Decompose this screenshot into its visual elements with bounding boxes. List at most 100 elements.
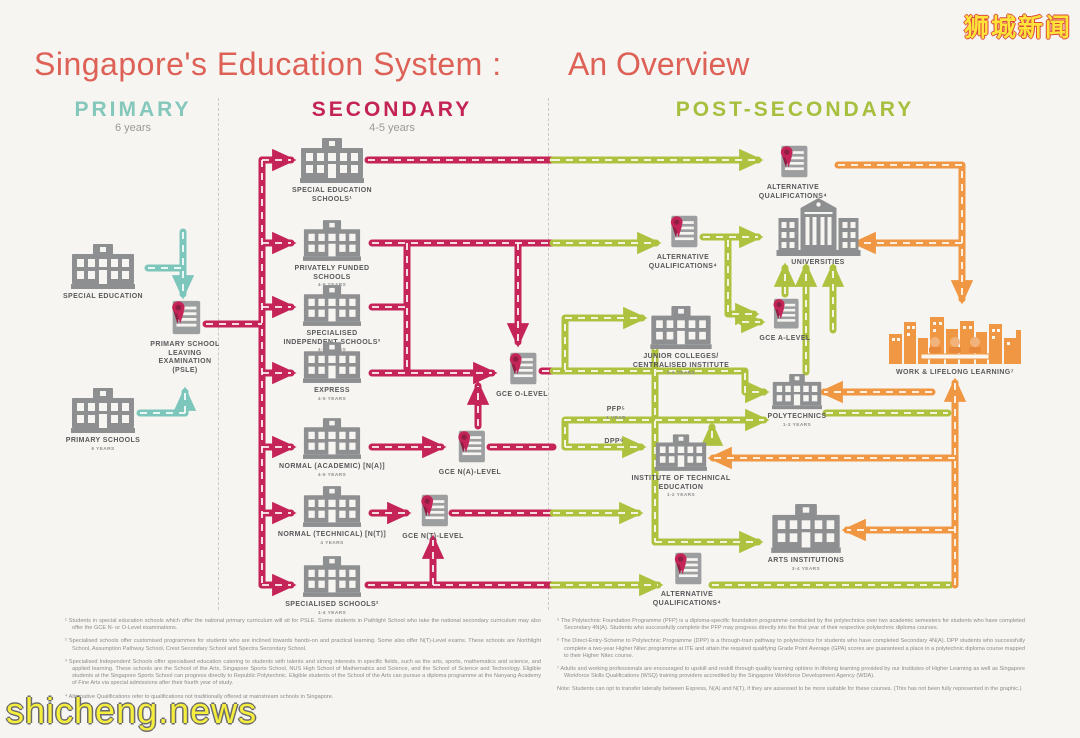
node-gce-nt-level: GCE N(T)-LEVEL xyxy=(391,492,476,542)
school-icon xyxy=(655,434,707,472)
footnote-7: ⁷ Adults and working professionals are e… xyxy=(557,666,1025,680)
node-years: 4-5 YEARS xyxy=(317,472,347,478)
footnote-5: ⁵ The Polytechnic Foundation Programme (… xyxy=(557,618,1025,632)
school-icon xyxy=(303,220,361,262)
column-years-primary: 6 years xyxy=(114,122,152,134)
certificate-icon xyxy=(166,298,204,338)
column-header-primary: PRIMARY xyxy=(74,98,192,121)
school-icon xyxy=(303,486,361,528)
node-psle: PRIMARY SCHOOL LEAVING EXAMINATION (PSLE… xyxy=(145,298,225,375)
page-subtitle: An Overview xyxy=(568,46,750,82)
node-specialised-schools: SPECIALISED SCHOOLS² 1-4 YEARS xyxy=(282,556,382,616)
school-icon xyxy=(303,556,361,598)
node-alternative-qualifications-mid: ALTERNATIVE QUALIFICATIONS⁴ xyxy=(633,213,733,271)
school-icon xyxy=(303,285,361,327)
node-label: NORMAL (TECHNICAL) [N(T)] xyxy=(277,531,387,538)
node-label: PFP⁵ xyxy=(606,406,626,413)
footnote-2: ² Specialised schools offer customised p… xyxy=(65,638,541,652)
node-pfp: PFP⁵ 1 YEAR xyxy=(591,406,641,421)
school-icon xyxy=(71,244,135,290)
node-years: 4 YEARS xyxy=(320,540,344,546)
certificate-icon xyxy=(775,143,811,181)
node-gce-na-level: GCE N(A)-LEVEL xyxy=(428,428,513,478)
divider-primary-secondary xyxy=(218,98,219,610)
certificate-icon xyxy=(665,213,701,251)
node-label: POLYTECHNICS xyxy=(767,413,827,420)
node-normal-technical: NORMAL (TECHNICAL) [N(T)] 4 YEARS xyxy=(277,486,387,546)
node-junior-colleges: JUNIOR COLLEGES/ CENTRALISED INSTITUTE 2… xyxy=(625,306,737,376)
footnote-1: ¹ Students in special education schools … xyxy=(65,618,541,632)
node-label: UNIVERSITIES xyxy=(791,259,845,266)
node-label: INSTITUTE OF TECHNICAL EDUCATION xyxy=(631,475,731,491)
node-special-education-schools: SPECIAL EDUCATION SCHOOLS¹ xyxy=(277,138,387,204)
certificate-icon xyxy=(415,492,451,530)
node-normal-academic: NORMAL (ACADEMIC) [N(A)] 4-5 YEARS xyxy=(277,418,387,478)
page-title: Singapore's Education System : xyxy=(34,46,502,82)
node-label: DPP⁶ xyxy=(604,438,624,445)
footnotes-right: ⁵ The Polytechnic Foundation Programme (… xyxy=(557,618,1025,700)
watermark: shicheng.news xyxy=(6,690,258,731)
divider-secondary-post xyxy=(548,98,549,610)
node-years: 1-2 YEARS xyxy=(666,493,696,498)
footnote-3: ³ Specialised Independent Schools offer … xyxy=(65,658,541,687)
column-header-secondary: SECONDARY xyxy=(311,98,473,121)
node-universities: UNIVERSITIES xyxy=(771,198,866,268)
certificate-icon xyxy=(669,550,705,588)
node-polytechnics: POLYTECHNICS 1-3 YEARS xyxy=(747,374,847,428)
school-icon xyxy=(772,374,822,410)
node-alternative-qualifications-top: ALTERNATIVE QUALIFICATIONS⁴ xyxy=(743,143,843,201)
node-label: GCE A-LEVEL xyxy=(759,335,811,342)
node-years: 1-4 YEARS xyxy=(317,610,347,616)
node-years: 6 YEARS xyxy=(91,446,115,452)
column-years-secondary: 4-5 years xyxy=(369,122,415,134)
node-label: JUNIOR COLLEGES/ CENTRALISED INSTITUTE xyxy=(632,353,730,369)
node-label: ARTS INSTITUTIONS xyxy=(767,557,845,564)
node-label: WORK & LIFELONG LEARNING⁷ xyxy=(896,369,1014,376)
node-label: SPECIAL EDUCATION SCHOOLS¹ xyxy=(291,187,373,203)
certificate-icon xyxy=(768,296,802,332)
school-icon xyxy=(71,388,135,434)
certificate-icon xyxy=(452,428,488,466)
node-label: ALTERNATIVE QUALIFICATIONS⁴ xyxy=(652,591,722,607)
node-label: ALTERNATIVE QUALIFICATIONS⁴ xyxy=(758,184,828,200)
work-lifelong-icon xyxy=(889,314,1021,366)
node-privately-funded-schools: PRIVATELY FUNDED SCHOOLS 4-6 YEARS xyxy=(282,220,382,288)
node-gce-o-level: GCE O-LEVEL xyxy=(482,350,562,400)
node-primary-schools: PRIMARY SCHOOLS 6 YEARS xyxy=(57,388,149,452)
column-header-post-secondary: POST-SECONDARY xyxy=(675,98,915,121)
node-label: EXPRESS xyxy=(314,387,350,394)
node-label: ALTERNATIVE QUALIFICATIONS⁴ xyxy=(648,254,718,270)
node-label: SPECIALISED INDEPENDENT SCHOOLS³ xyxy=(283,330,381,346)
school-icon xyxy=(303,418,361,460)
footnotes-left: ¹ Students in special education schools … xyxy=(65,618,541,707)
school-icon xyxy=(303,342,361,384)
site-logo: 狮城新闻 xyxy=(963,14,1072,42)
node-label: GCE N(T)-LEVEL xyxy=(402,533,464,540)
node-label: NORMAL (ACADEMIC) [N(A)] xyxy=(279,463,385,470)
certificate-icon xyxy=(504,350,540,388)
node-gce-a-level: GCE A-LEVEL xyxy=(746,296,824,344)
node-label: GCE O-LEVEL xyxy=(496,391,548,398)
node-label: SPECIAL EDUCATION xyxy=(62,293,144,300)
school-icon xyxy=(770,504,842,554)
node-years: 2-3 YEARS xyxy=(666,371,696,376)
school-icon xyxy=(300,138,364,184)
node-dpp: DPP⁶ xyxy=(589,438,639,447)
node-years: 4-5 YEARS xyxy=(317,396,347,402)
node-label: PRIVATELY FUNDED SCHOOLS xyxy=(294,265,370,281)
node-years: 3-4 YEARS xyxy=(791,566,821,572)
footnote-6: ⁶ The Direct-Entry-Scheme to Polytechnic… xyxy=(557,638,1025,659)
node-years: 1-3 YEARS xyxy=(782,422,812,428)
node-label: PRIMARY SCHOOLS xyxy=(65,437,141,444)
node-label: GCE N(A)-LEVEL xyxy=(438,469,502,476)
node-label: PRIMARY SCHOOL LEAVING EXAMINATION (PSLE… xyxy=(150,341,220,374)
node-label: SPECIALISED SCHOOLS² xyxy=(285,601,379,608)
node-work-lifelong-learning: WORK & LIFELONG LEARNING⁷ xyxy=(875,314,1035,378)
node-ite: INSTITUTE OF TECHNICAL EDUCATION 1-2 YEA… xyxy=(628,434,734,498)
footnote-note: Note: Students can opt to transfer later… xyxy=(557,686,1022,693)
node-special-education: SPECIAL EDUCATION xyxy=(57,244,149,302)
node-arts-institutions: ARTS INSTITUTIONS 3-4 YEARS xyxy=(756,504,856,572)
university-icon xyxy=(776,198,860,256)
node-years: 1 YEAR xyxy=(606,415,626,421)
